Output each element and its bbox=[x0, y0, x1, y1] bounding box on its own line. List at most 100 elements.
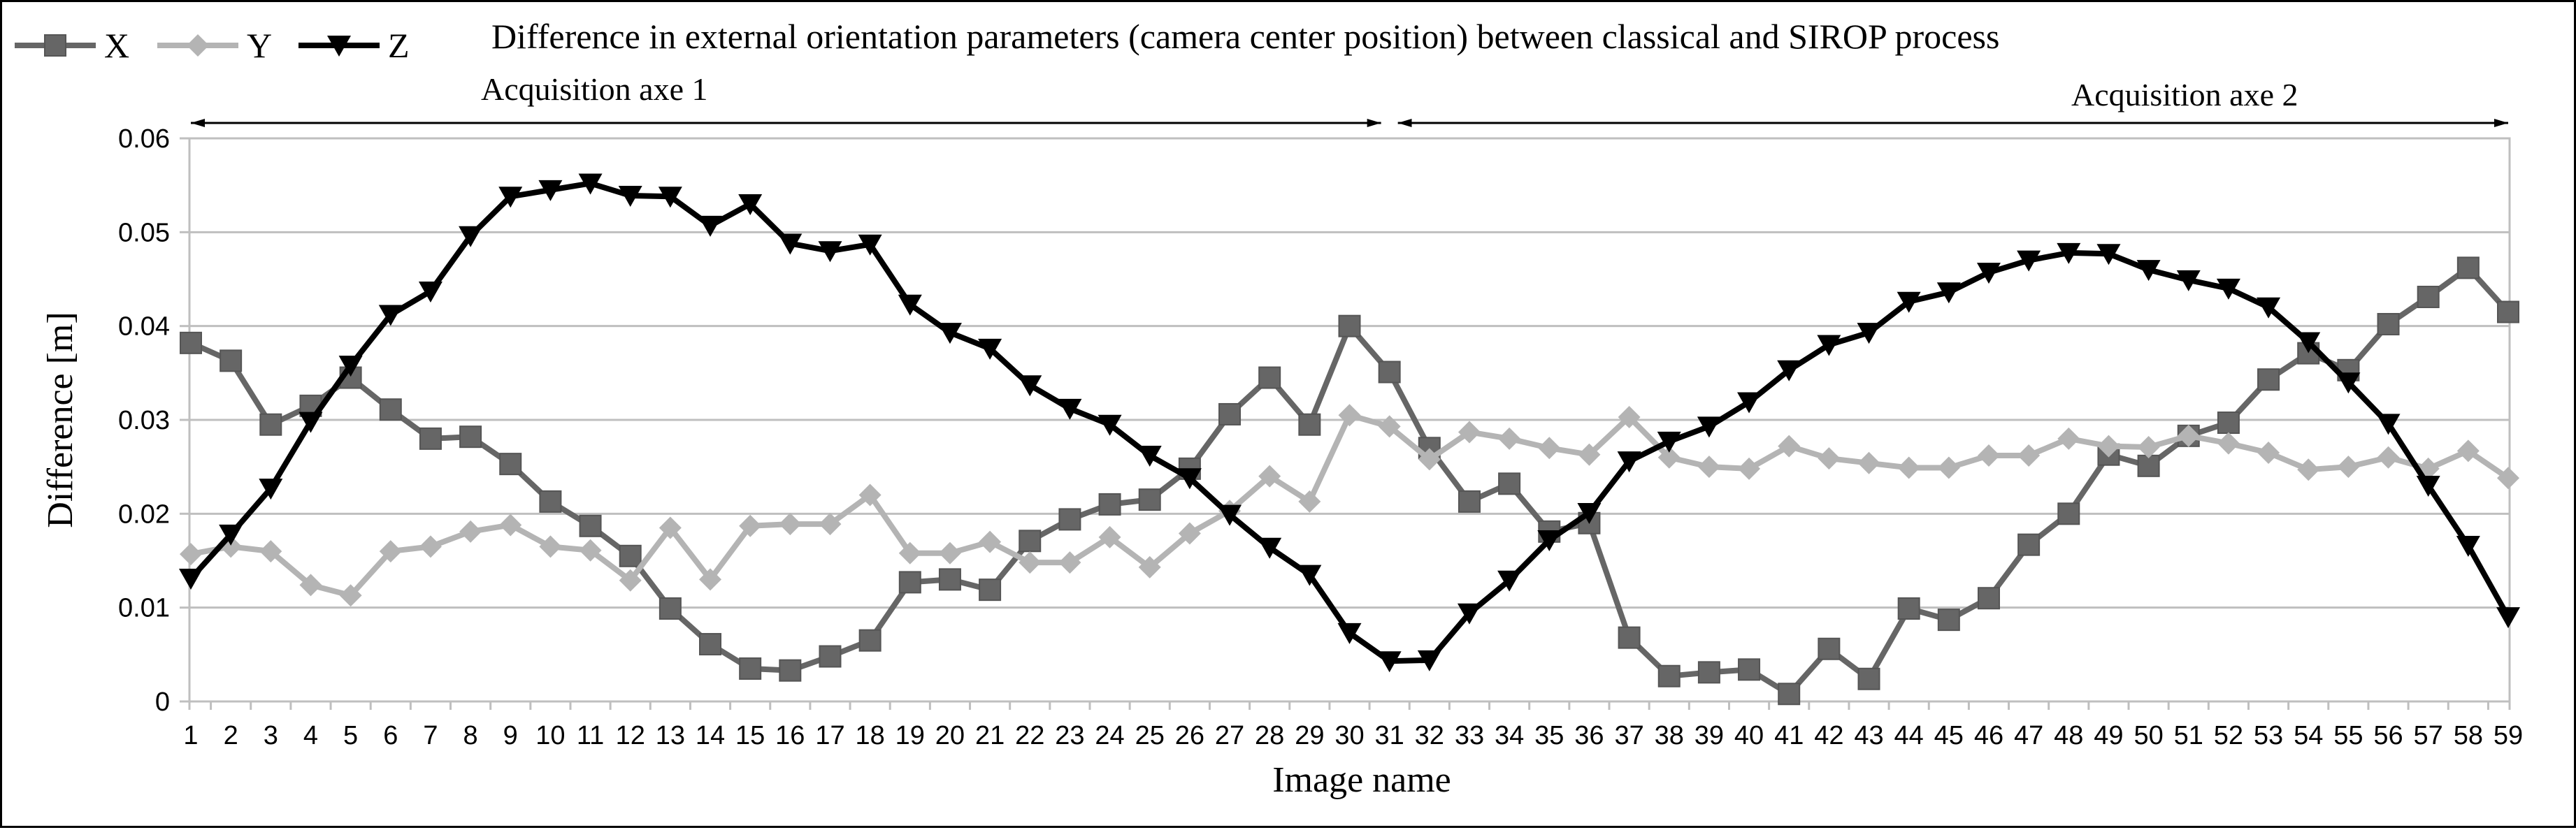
data-point-z bbox=[937, 323, 962, 344]
data-point-z bbox=[2296, 332, 2321, 354]
data-point-z bbox=[2496, 607, 2520, 629]
x-tick-label: 47 bbox=[2014, 721, 2043, 750]
series-z bbox=[179, 173, 2520, 673]
data-point-y bbox=[1618, 405, 1641, 428]
data-point-y bbox=[379, 540, 402, 563]
x-tick-label: 53 bbox=[2254, 721, 2283, 750]
data-point-z bbox=[1258, 537, 1282, 559]
data-point-z bbox=[1058, 398, 1082, 420]
data-point-z bbox=[338, 356, 363, 377]
x-tick-label: 30 bbox=[1334, 721, 1364, 750]
data-point-z bbox=[898, 294, 922, 316]
x-tick-label: 33 bbox=[1455, 721, 1484, 750]
data-point-x bbox=[379, 398, 402, 421]
x-tick-label: 56 bbox=[2373, 721, 2403, 750]
data-point-x bbox=[2377, 312, 2400, 335]
data-point-y bbox=[1697, 456, 1720, 479]
y-tick-label: 0.04 bbox=[118, 312, 170, 342]
x-tick-label: 59 bbox=[2494, 721, 2523, 750]
x-tick-label: 49 bbox=[2094, 721, 2123, 750]
data-point-y bbox=[979, 530, 1002, 553]
x-tick-label: 58 bbox=[2454, 721, 2483, 750]
x-tick-label: 3 bbox=[264, 721, 278, 750]
data-point-y bbox=[1657, 446, 1681, 469]
x-tick-label: 35 bbox=[1534, 721, 1564, 750]
y-tick-label: 0.02 bbox=[118, 500, 170, 529]
data-point-y bbox=[1857, 451, 1880, 474]
data-point-z bbox=[498, 187, 523, 208]
data-point-z bbox=[618, 185, 642, 207]
data-point-y bbox=[339, 584, 362, 607]
data-point-z bbox=[858, 234, 882, 256]
series-group bbox=[179, 173, 2520, 706]
data-point-x bbox=[979, 578, 1002, 602]
data-point-x bbox=[1218, 402, 1242, 425]
x-tick-label: 55 bbox=[2333, 721, 2363, 750]
data-point-y bbox=[858, 483, 882, 507]
data-point-y bbox=[699, 568, 722, 591]
data-point-y bbox=[1937, 456, 1960, 479]
data-point-z bbox=[1417, 650, 1441, 671]
data-point-x bbox=[1058, 508, 1081, 531]
data-point-z bbox=[1936, 282, 1961, 304]
x-tick-label: 25 bbox=[1135, 721, 1165, 750]
data-point-x bbox=[1138, 488, 1161, 511]
data-point-z bbox=[459, 226, 483, 247]
x-tick-label: 14 bbox=[696, 721, 725, 750]
data-point-z bbox=[2416, 476, 2440, 497]
x-tick-label: 39 bbox=[1694, 721, 1724, 750]
data-point-y bbox=[419, 535, 442, 558]
data-point-z bbox=[1617, 451, 1641, 473]
data-point-z bbox=[2096, 244, 2121, 265]
chart-title: Difference in external orientation param… bbox=[491, 17, 1999, 56]
data-point-x bbox=[2057, 502, 2080, 525]
data-point-y bbox=[819, 513, 842, 536]
data-point-y bbox=[1738, 457, 1761, 480]
data-point-z bbox=[698, 215, 723, 237]
data-point-z bbox=[1098, 414, 1122, 436]
data-point-x bbox=[539, 490, 562, 513]
data-point-x bbox=[259, 413, 282, 436]
data-point-z bbox=[1337, 622, 1362, 644]
data-point-y bbox=[2017, 444, 2041, 467]
data-point-z bbox=[2216, 278, 2240, 300]
data-point-y bbox=[2297, 458, 2320, 481]
data-point-y bbox=[2177, 424, 2200, 447]
data-point-z bbox=[1297, 565, 1322, 586]
x-tick-label: 40 bbox=[1734, 721, 1764, 750]
data-point-x bbox=[2217, 412, 2240, 435]
data-point-y bbox=[2377, 446, 2400, 469]
data-point-y bbox=[2257, 442, 2280, 465]
data-point-y bbox=[2456, 439, 2480, 463]
x-tick-label: 2 bbox=[224, 721, 238, 750]
data-point-y bbox=[299, 574, 322, 597]
x-tick-label: 54 bbox=[2294, 721, 2323, 750]
data-point-z bbox=[1737, 392, 1762, 414]
data-point-y bbox=[2217, 432, 2240, 455]
y-tick-label: 0.03 bbox=[118, 406, 170, 435]
data-point-x bbox=[858, 629, 882, 652]
data-point-y bbox=[1298, 490, 1321, 513]
data-point-y bbox=[1458, 421, 1481, 444]
x-tick-label: 51 bbox=[2174, 721, 2203, 750]
data-point-x bbox=[938, 568, 961, 591]
data-point-y bbox=[938, 541, 961, 565]
data-point-y bbox=[180, 543, 202, 566]
data-point-z bbox=[1897, 291, 1921, 313]
data-point-z bbox=[1577, 502, 1602, 524]
x-tick-label: 44 bbox=[1894, 721, 1924, 750]
data-point-x bbox=[898, 571, 921, 594]
data-point-z bbox=[1457, 603, 1481, 625]
data-point-z bbox=[1018, 375, 1042, 397]
x-tick-label: 19 bbox=[895, 721, 925, 750]
x-tick-label: 23 bbox=[1055, 721, 1084, 750]
data-point-z bbox=[658, 187, 682, 208]
x-tick-label: 18 bbox=[855, 721, 884, 750]
data-point-x bbox=[1618, 626, 1641, 649]
data-point-z bbox=[179, 569, 203, 590]
data-point-y bbox=[499, 514, 522, 537]
x-tick-label: 6 bbox=[383, 721, 398, 750]
data-point-y bbox=[1098, 525, 1121, 548]
data-point-y bbox=[2497, 467, 2519, 490]
